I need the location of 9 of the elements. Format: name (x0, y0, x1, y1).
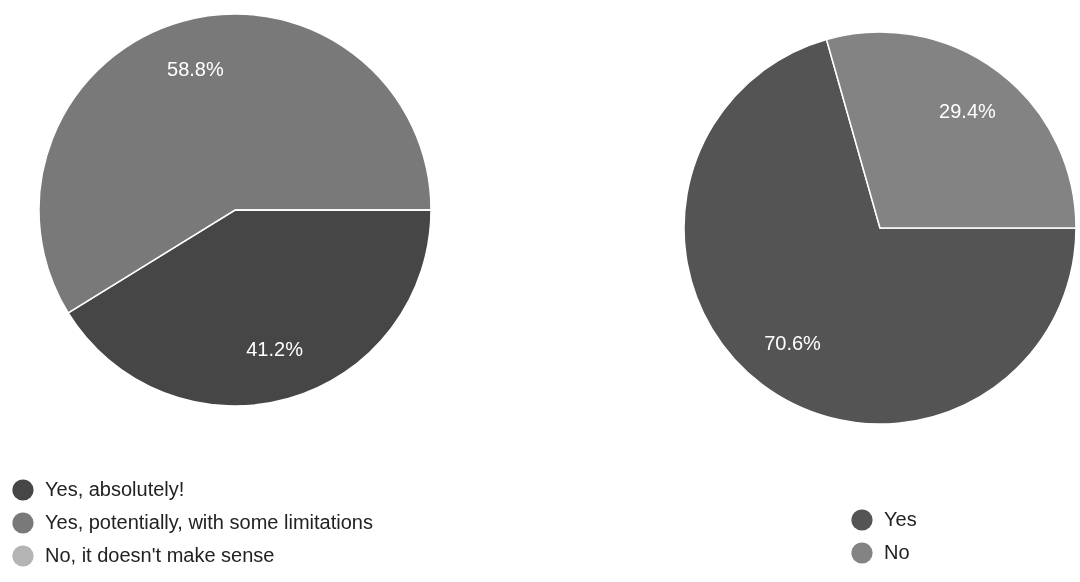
data-label: 29.4% (939, 100, 997, 123)
data-label: 58.8% (167, 58, 224, 81)
legend-label: No (884, 541, 910, 563)
data-label: 41.2% (246, 337, 304, 360)
data-label: 70.6% (764, 331, 822, 354)
legend-label: Yes, absolutely! (45, 478, 185, 500)
legend-label: Yes (884, 508, 917, 530)
legend-label: Yes, potentially, with some limitations (45, 511, 373, 533)
legend-label: No, it doesn't make sense (45, 544, 275, 566)
